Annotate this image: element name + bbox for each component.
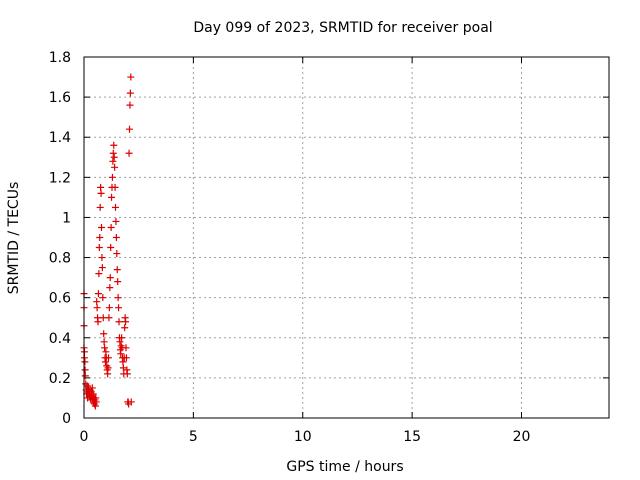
y-tick-label: 1.2 (49, 170, 71, 186)
data-point (108, 173, 116, 181)
data-point (127, 398, 135, 406)
y-tick-label: 0 (62, 411, 71, 427)
data-point (105, 314, 113, 322)
x-tick-label: 0 (80, 429, 89, 445)
y-axis-label: SRMTID / TECUs (6, 182, 22, 295)
x-tick-label: 15 (403, 429, 421, 445)
data-point (122, 354, 130, 362)
data-point (94, 318, 102, 326)
data-point (101, 344, 109, 352)
data-point (106, 284, 114, 292)
data-point (117, 350, 125, 358)
x-tick-label: 20 (513, 429, 531, 445)
data-point (104, 364, 112, 372)
grid-lines (84, 57, 609, 418)
data-point (105, 304, 113, 312)
data-point (105, 354, 112, 362)
data-point (112, 234, 120, 241)
data-point (115, 318, 123, 326)
data-point (107, 223, 115, 231)
data-point (104, 370, 112, 378)
y-tick-label: 1.6 (49, 90, 71, 106)
x-axis-label: GPS time / hours (286, 459, 403, 475)
data-point (100, 330, 108, 338)
data-point (89, 390, 97, 398)
data-point (112, 217, 120, 225)
data-point (110, 153, 118, 161)
data-point (102, 348, 110, 356)
data-point (113, 250, 121, 258)
data-point (96, 234, 104, 241)
data-point (100, 338, 108, 346)
data-point (122, 318, 130, 326)
data-point (81, 358, 89, 366)
data-point (98, 223, 105, 231)
data-point (121, 324, 129, 332)
data-point (101, 358, 109, 366)
data-point (95, 270, 103, 278)
data-point (113, 266, 121, 274)
data-point (95, 244, 103, 252)
data-point (93, 298, 101, 306)
data-point (98, 254, 106, 262)
data-point (96, 203, 104, 211)
data-point (112, 203, 119, 211)
data-point (115, 304, 123, 312)
data-point (108, 193, 116, 201)
y-tick-label: 0.4 (49, 331, 71, 347)
chart-title: Day 099 of 2023, SRMTID for receiver poa… (193, 20, 492, 36)
data-point (81, 372, 89, 380)
data-point (127, 73, 135, 81)
data-point (126, 89, 134, 97)
y-tick-label: 0.8 (49, 251, 71, 267)
data-point (125, 149, 133, 157)
data-point (81, 366, 89, 374)
y-tick-label: 0.6 (49, 291, 71, 307)
data-point (123, 370, 131, 378)
data-point (119, 358, 127, 366)
data-point (92, 398, 100, 406)
data-point (118, 334, 126, 342)
data-point (88, 384, 96, 392)
data-point (111, 163, 119, 171)
data-point (107, 244, 115, 252)
data-point (98, 264, 106, 272)
data-point (97, 189, 105, 197)
data-point (91, 402, 99, 410)
data-point (94, 290, 102, 298)
y-tick-label: 0.2 (49, 371, 71, 387)
data-point (109, 157, 117, 165)
data-point (122, 344, 130, 352)
data-point (114, 278, 122, 286)
data-point (116, 338, 124, 346)
y-tick-label: 1.4 (49, 130, 71, 146)
data-point (126, 101, 134, 109)
data-point (111, 183, 119, 191)
data-point (126, 125, 133, 133)
data-point (97, 183, 105, 191)
x-tick-label: 10 (294, 429, 312, 445)
data-point (93, 304, 101, 312)
data-point (106, 274, 114, 282)
tick-labels: 0 5 10 15 20 0 0.2 0.4 0.6 0.8 1 1.2 1.4 1.6 1.8 (49, 50, 531, 445)
data-point (109, 149, 117, 157)
data-point (114, 294, 122, 302)
y-tick-label: 1 (62, 210, 71, 226)
plot-frame (83, 56, 610, 419)
data-point (99, 294, 107, 302)
y-tick-label: 1.8 (49, 50, 71, 66)
data-points (80, 73, 135, 410)
x-tick-label: 5 (189, 429, 198, 445)
data-point (110, 141, 118, 149)
